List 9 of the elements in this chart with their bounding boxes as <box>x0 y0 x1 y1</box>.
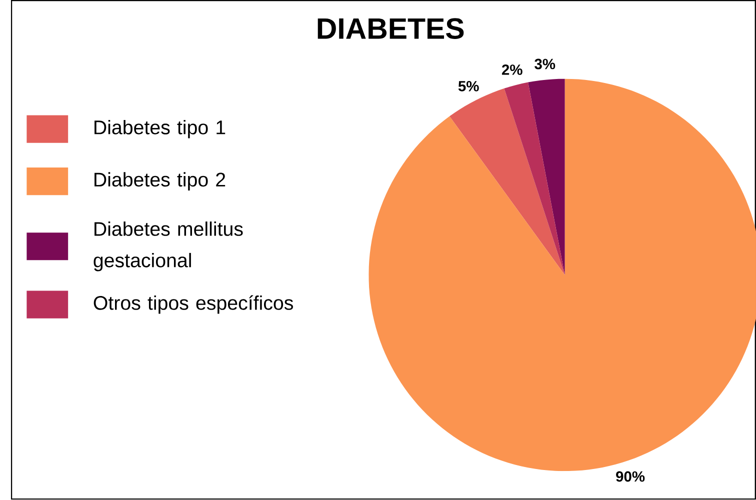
data-label: 3% <box>534 58 556 70</box>
legend-label: Otros tipos específicos <box>94 295 293 314</box>
data-label: 90% <box>616 471 645 482</box>
legend-label: Diabetes tipo 1 <box>94 120 226 138</box>
chart-title: DIABETES <box>318 18 464 40</box>
legend-label: Diabetes mellitus gestacional <box>94 222 243 272</box>
data-label: 5% <box>458 81 479 92</box>
legend-label: Diabetes tipo 2 <box>94 172 226 191</box>
data-label: 2% <box>502 64 522 76</box>
